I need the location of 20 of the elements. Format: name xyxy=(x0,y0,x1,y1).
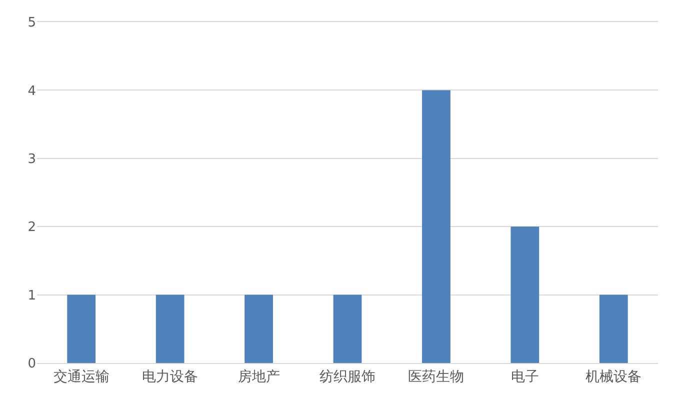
bar xyxy=(599,294,628,363)
x-tick-label: 机械设备 xyxy=(586,368,642,385)
bar xyxy=(244,294,273,363)
bar xyxy=(67,294,96,363)
x-tick-label: 交通运输 xyxy=(53,368,110,385)
bar xyxy=(333,294,362,363)
x-tick-label: 医药生物 xyxy=(408,368,464,385)
bar xyxy=(510,226,540,363)
x-tick-label: 电子 xyxy=(510,368,539,385)
y-tick-label: 5 xyxy=(28,16,36,31)
y-tick-label: 2 xyxy=(28,220,36,236)
bar xyxy=(156,294,184,363)
y-tick-label: 1 xyxy=(28,288,36,304)
y-tick-label: 3 xyxy=(28,152,36,167)
x-tick-label: 房地产 xyxy=(238,368,280,385)
x-tick-label: 纺织服饰 xyxy=(320,368,376,385)
y-tick-label: 0 xyxy=(28,356,36,372)
x-tick-label: 电力设备 xyxy=(142,368,198,385)
bar xyxy=(422,90,450,363)
y-tick-label: 4 xyxy=(28,84,36,99)
